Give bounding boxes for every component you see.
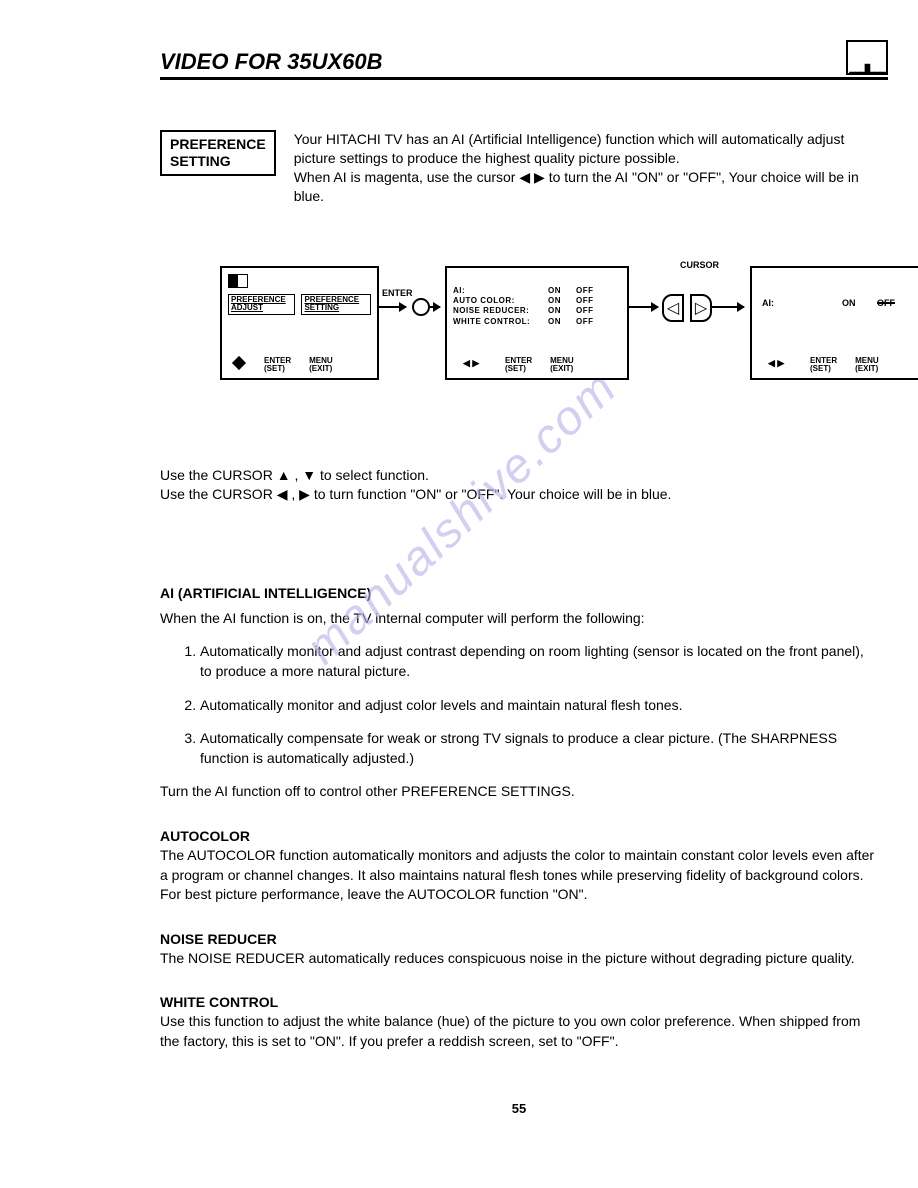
preference-setting-text: Your HITACHI TV has an AI (Artificial In… bbox=[294, 130, 878, 206]
noise-reducer-header: NOISE REDUCER bbox=[160, 931, 878, 947]
tab-preference-adjust: PREFERENCE ADJUST bbox=[228, 294, 295, 316]
cursor-left-button-icon: ◁ bbox=[662, 294, 684, 322]
ai-list-item: Automatically monitor and adjust color l… bbox=[200, 696, 878, 716]
cursor-right-button-icon: ▷ bbox=[690, 294, 712, 322]
lr-arrows-icon-2: ◀ ▶ bbox=[768, 358, 784, 369]
tab-preference-setting: PREFERENCE SETTING bbox=[301, 294, 371, 316]
cursor-label: CURSOR bbox=[680, 260, 719, 270]
arrow-1-label: ENTER bbox=[382, 288, 413, 298]
ai-on-value: ON bbox=[842, 298, 877, 308]
page-number: 55 bbox=[160, 1101, 878, 1116]
ai-intro-text: When the AI function is on, the TV inter… bbox=[160, 609, 878, 629]
ai-off-value: OFF bbox=[877, 298, 895, 308]
screen-2: AI:ONOFF AUTO COLOR:ONOFF NOISE REDUCER:… bbox=[445, 266, 629, 380]
ai-label: AI: bbox=[762, 298, 842, 308]
lr-arrows-icon: ◀ ▶ bbox=[463, 358, 479, 369]
page-title: VIDEO FOR 35UX60B bbox=[160, 49, 383, 75]
exit-label: (EXIT) bbox=[309, 365, 333, 373]
arrow-1b-icon bbox=[428, 306, 440, 308]
menu-flow-diagram: PREFERENCE ADJUST PREFERENCE SETTING ENT… bbox=[220, 256, 878, 396]
arrow-2-icon bbox=[628, 306, 658, 308]
label-line-2: SETTING bbox=[170, 153, 266, 170]
page-header: VIDEO FOR 35UX60B ▁▁▁█▁▁▁ bbox=[160, 40, 888, 80]
ai-list-item: Automatically monitor and adjust contras… bbox=[200, 642, 878, 681]
triangle-left-icon: ◀ bbox=[277, 486, 288, 502]
triangle-right-icon: ▶ bbox=[299, 486, 310, 502]
exit-label-2: (EXIT) bbox=[550, 365, 574, 373]
autocolor-header: AUTOCOLOR bbox=[160, 828, 878, 844]
set-label: (SET) bbox=[264, 365, 291, 373]
screen-3: AI: ON OFF ◀ ▶ ENTER (SET) MENU (EXIT) bbox=[750, 266, 918, 380]
logo-icon: ▁▁▁█▁▁▁ bbox=[846, 40, 888, 75]
cursor-instructions: Use the CURSOR ▲ , ▼ to select function.… bbox=[160, 466, 878, 505]
exit-label-3: (EXIT) bbox=[855, 365, 879, 373]
set-label-2: (SET) bbox=[505, 365, 532, 373]
triangle-down-icon: ▼ bbox=[302, 467, 316, 483]
autocolor-text: The AUTOCOLOR function automatically mon… bbox=[160, 846, 878, 905]
set-label-3: (SET) bbox=[810, 365, 837, 373]
ai-outro-text: Turn the AI function off to control othe… bbox=[160, 782, 878, 802]
ai-section-header: AI (ARTIFICIAL INTELLIGENCE) bbox=[160, 585, 878, 601]
preference-setting-label: PREFERENCE SETTING bbox=[160, 130, 276, 176]
screen-1: PREFERENCE ADJUST PREFERENCE SETTING ENT… bbox=[220, 266, 379, 380]
noise-reducer-text: The NOISE REDUCER automatically reduces … bbox=[160, 949, 878, 969]
label-line-1: PREFERENCE bbox=[170, 136, 266, 153]
settings-list: AI:ONOFF AUTO COLOR:ONOFF NOISE REDUCER:… bbox=[453, 286, 621, 328]
tv-icon bbox=[228, 274, 248, 288]
ai-list-item: Automatically compensate for weak or str… bbox=[200, 729, 878, 768]
white-control-header: WHITE CONTROL bbox=[160, 994, 878, 1010]
triangle-left-icon: ◀ bbox=[519, 169, 530, 185]
diamond-cursor-icon bbox=[232, 355, 246, 369]
triangle-right-icon: ▶ bbox=[534, 169, 545, 185]
arrow-3-icon bbox=[712, 306, 744, 308]
ai-list: Automatically monitor and adjust contras… bbox=[160, 642, 878, 768]
preference-setting-section: PREFERENCE SETTING Your HITACHI TV has a… bbox=[160, 130, 878, 206]
triangle-up-icon: ▲ bbox=[277, 467, 291, 483]
arrow-1-icon bbox=[378, 306, 406, 308]
white-control-text: Use this function to adjust the white ba… bbox=[160, 1012, 878, 1051]
